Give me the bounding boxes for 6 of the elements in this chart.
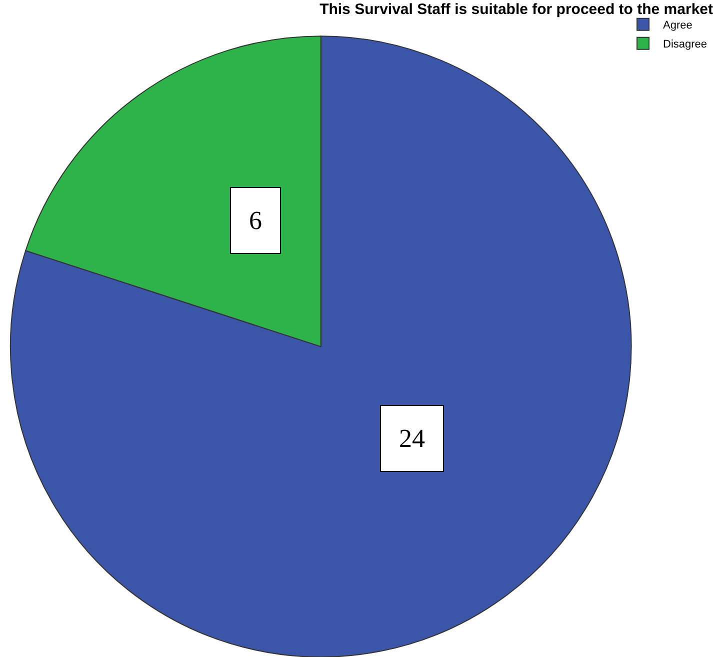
legend-label: Agree [663,20,692,32]
chart-title: This Survival Staff is suitable for proceed to the market [320,0,713,18]
pie-slice [10,36,632,657]
legend-label: Disagree [663,38,708,51]
data-label: 24 [399,424,425,453]
data-label: 6 [249,206,262,235]
